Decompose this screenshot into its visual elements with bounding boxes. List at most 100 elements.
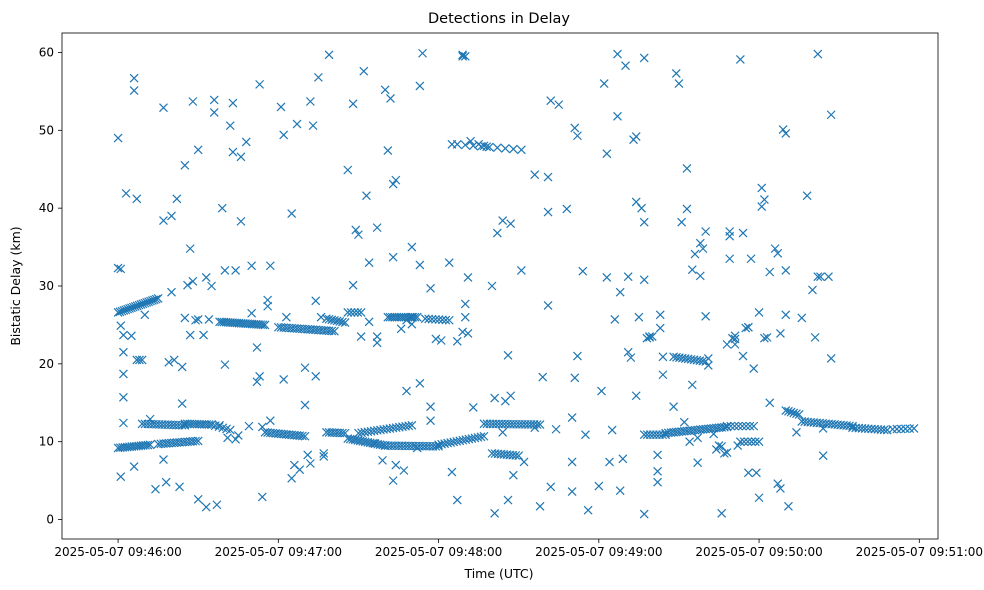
data-point [647,332,657,342]
data-point [292,119,302,129]
data-point [447,139,457,149]
data-point [236,152,246,162]
data-point [679,417,689,427]
data-point [607,425,617,435]
data-point [765,267,775,277]
data-point [490,508,500,518]
data-point [762,332,772,342]
data-point [212,500,222,510]
data-point [610,315,620,324]
data-point [642,333,652,343]
data-point [463,329,473,338]
data-point [281,312,291,322]
data-point [308,121,318,131]
data-point [826,353,836,363]
data-point [153,294,163,303]
x-tick-label: 2025-05-07 09:46:00 [54,545,181,559]
data-point [359,66,369,76]
data-point [516,145,526,155]
data-point [698,244,708,254]
data-point [703,360,713,370]
data-point [204,315,214,324]
data-point [396,324,406,334]
data-point [364,317,374,327]
data-point [399,466,409,475]
data-point [615,486,625,496]
data-point [543,172,553,182]
data-point [677,217,687,227]
data-point [426,402,435,412]
data-point [754,437,764,447]
data-point [402,386,411,396]
data-point [781,310,791,320]
x-tick-label: 2025-05-07 09:51:00 [856,545,983,559]
data-point [747,437,757,447]
data-point [231,434,241,444]
data-point [900,424,910,434]
data-point [546,482,556,492]
data-point [436,336,446,345]
data-point [431,314,440,324]
data-point [458,327,468,337]
data-point [538,372,548,382]
data-point [329,326,339,336]
data-point [824,272,833,282]
data-point [746,254,756,264]
data-point [751,468,761,478]
data-point [570,373,580,383]
data-point [905,424,915,434]
data-point [759,195,769,205]
data-point [177,420,187,430]
data-point [460,299,470,309]
data-point [770,244,780,254]
data-point [420,314,430,324]
data-point [498,427,508,437]
data-point [468,141,478,151]
data-point [554,100,564,110]
data-point [311,296,321,306]
y-axis: 0 10 20 30 40 50 60 [39,45,62,527]
data-point [233,431,243,440]
data-point [287,473,297,483]
data-point [511,451,521,460]
data-point [145,414,155,424]
data-point [671,69,681,78]
data-point [458,51,468,61]
data-point [476,432,486,442]
data-point [113,133,123,143]
data-point [415,378,425,388]
data-point [460,312,470,322]
data-point [383,146,393,155]
data-point [730,331,740,341]
data-point [172,194,182,204]
data-point [634,312,644,322]
data-point [730,421,740,431]
data-point [778,125,788,134]
data-point [551,424,561,434]
data-point [773,479,783,489]
data-point [159,455,168,465]
data-point [220,360,230,370]
data-point [431,441,441,451]
data-point [482,142,492,152]
data-point [241,137,251,147]
data-point [693,458,703,468]
data-point [321,314,331,324]
data-point [743,468,753,478]
data-point [722,339,732,349]
data-point [653,477,662,487]
data-point [236,216,246,226]
data-point [447,467,457,477]
data-point [327,326,337,336]
data-point [626,353,636,363]
data-point [116,321,126,331]
data-point [909,424,919,433]
data-point [789,408,799,418]
data-point [257,492,267,502]
data-point [896,424,906,434]
data-point [773,248,783,258]
data-point [739,437,749,447]
data-point [750,437,760,447]
data-point [340,318,350,328]
